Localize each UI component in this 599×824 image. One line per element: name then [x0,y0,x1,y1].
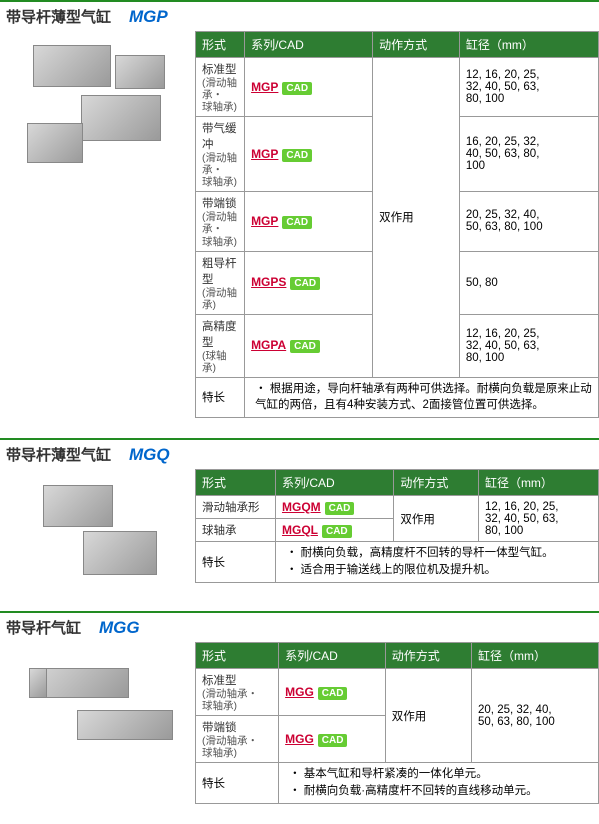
table-row: 标准型(滑动轴承・球轴承)MGPCAD双作用12, 16, 20, 25,32,… [196,58,599,117]
type-cell: 高精度型(球轴承) [196,314,245,377]
cad-badge[interactable]: CAD [322,525,352,538]
bore-cell: 12, 16, 20, 25,32, 40, 50, 63,80, 100 [478,496,598,542]
series-link[interactable]: MGQM [282,500,321,514]
spec-table: 形式系列/CAD动作方式缸径（mm）滑动轴承形MGQMCAD双作用12, 16,… [195,469,599,582]
product-image [0,642,195,774]
feature-text: ・ 基本气缸和导杆紧凑的一体化单元。・ 耐横向负载·高精度杆不回转的直线移动单元… [279,763,599,803]
type-cell: 球轴承 [196,519,276,542]
bore-cell: 20, 25, 32, 40,50, 63, 80, 100 [472,669,599,763]
table-header: 系列/CAD [245,32,373,58]
product-image [0,469,195,591]
product-image [0,31,195,173]
table-header: 形式 [196,32,245,58]
spec-table: 形式系列/CAD动作方式缸径（mm） 标准型(滑动轴承・球轴承) MGP CAD 双作用… [195,31,599,418]
action-cell: 双作用 [385,669,471,763]
series-link[interactable]: MGP [251,214,278,228]
table-header: 缸径（mm） [478,470,598,496]
section-header: 带导杆薄型气缸 MGP [0,0,599,31]
section-header: 带导杆气缸 MGG [0,611,599,642]
section-title-cn: 带导杆薄型气缸 [6,447,111,464]
section-title-model: MGQ [129,445,170,464]
product-section: 带导杆气缸MGG形式系列/CAD动作方式缸径（mm）标准型(滑动轴承・球轴承)M… [0,611,599,804]
type-cell: 带端锁(滑动轴承・球轴承) [196,716,279,763]
table-header: 动作方式 [394,470,479,496]
series-cell: MGPS CAD [245,251,373,314]
series-cell: MGP CAD [245,192,373,251]
bore-cell: 12, 16, 20, 25,32, 40, 50, 63,80, 100 [459,314,598,377]
series-link[interactable]: MGP [251,147,278,161]
series-link[interactable]: MGG [285,685,314,699]
cad-badge[interactable]: CAD [318,687,348,700]
cad-badge[interactable]: CAD [318,734,348,747]
table-header: 系列/CAD [279,643,386,669]
series-link[interactable]: MGPS [251,275,286,289]
table-header: 动作方式 [385,643,471,669]
bore-cell: 16, 20, 25, 32,40, 50, 63, 80,100 [459,117,598,192]
table-row: 滑动轴承形MGQMCAD双作用12, 16, 20, 25,32, 40, 50… [196,496,599,519]
feature-text: ・ 根据用途，导向杆轴承有两种可供选择。耐横向负载是原来止动气缸的两倍，且有4种… [245,377,599,417]
cad-badge[interactable]: CAD [325,502,355,515]
type-cell: 滑动轴承形 [196,496,276,519]
table-header: 形式 [196,470,276,496]
action-cell: 双作用 [373,58,460,378]
action-cell: 双作用 [394,496,479,542]
type-cell: 带端锁(滑动轴承・球轴承) [196,192,245,251]
cad-badge[interactable]: CAD [290,340,320,353]
series-link[interactable]: MGP [251,80,278,94]
bore-cell: 20, 25, 32, 40,50, 63, 80, 100 [459,192,598,251]
cad-badge[interactable]: CAD [282,82,312,95]
cad-badge[interactable]: CAD [282,216,312,229]
table-row: 标准型(滑动轴承・球轴承)MGGCAD双作用20, 25, 32, 40,50,… [196,669,599,716]
section-title-cn: 带导杆气缸 [6,620,81,637]
cad-badge[interactable]: CAD [290,277,320,290]
series-cell: MGG CAD [279,669,386,716]
series-link[interactable]: MGQL [282,523,318,537]
feature-text: ・ 耐横向负载，高精度杆不回转的导杆一体型气缸。・ 适合用于输送线上的限位机及提… [275,542,598,582]
table-header: 系列/CAD [275,470,393,496]
type-cell: 粗导杆型(滑动轴承) [196,251,245,314]
section-title-cn: 带导杆薄型气缸 [6,9,111,26]
table-header: 形式 [196,643,279,669]
series-cell: MGQM CAD [275,496,393,519]
series-link[interactable]: MGPA [251,338,286,352]
cad-badge[interactable]: CAD [282,149,312,162]
bore-cell: 50, 80 [459,251,598,314]
feature-label: 特长 [196,542,276,582]
table-header: 缸径（mm） [472,643,599,669]
table-header: 缸径（mm） [459,32,598,58]
section-header: 带导杆薄型气缸 MGQ [0,438,599,469]
series-cell: MGG CAD [279,716,386,763]
series-cell: MGP CAD [245,117,373,192]
series-cell: MGP CAD [245,58,373,117]
section-title-model: MGG [99,618,140,637]
table-header: 动作方式 [373,32,460,58]
bore-cell: 12, 16, 20, 25,32, 40, 50, 63,80, 100 [459,58,598,117]
product-section: 带导杆薄型气缸 MGP 形式系列/CAD动作方式缸径（mm） 标准型(滑动轴承・球轴承… [0,0,599,418]
feature-label: 特长 [196,377,245,417]
series-cell: MGQL CAD [275,519,393,542]
series-link[interactable]: MGG [285,732,314,746]
feature-label: 特长 [196,763,279,803]
type-cell: 标准型(滑动轴承・球轴承) [196,669,279,716]
series-cell: MGPA CAD [245,314,373,377]
section-title-model: MGP [129,7,168,26]
product-section: 带导杆薄型气缸MGQ形式系列/CAD动作方式缸径（mm）滑动轴承形MGQMCAD… [0,438,599,591]
type-cell: 标准型(滑动轴承・球轴承) [196,58,245,117]
spec-table: 形式系列/CAD动作方式缸径（mm） 标准型(滑动轴承・球轴承) MGG CAD 双作用… [195,642,599,804]
type-cell: 带气缓冲(滑动轴承・球轴承) [196,117,245,192]
